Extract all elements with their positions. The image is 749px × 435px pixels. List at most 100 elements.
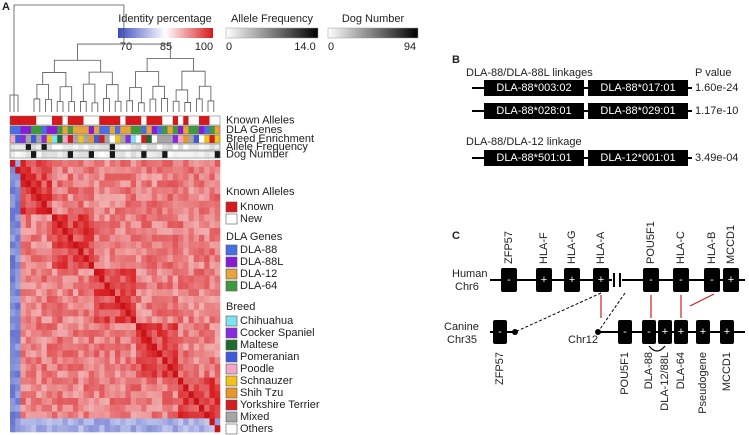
heatmap-cell <box>151 214 158 222</box>
heatmap-cell <box>88 173 95 181</box>
heatmap-cell <box>209 200 216 208</box>
heatmap-cell <box>167 289 174 297</box>
heatmap-cell <box>83 289 90 297</box>
ortholog-link <box>689 293 715 307</box>
track-label: Known Alleles <box>226 114 295 126</box>
heatmap-cell <box>141 364 147 372</box>
heatmap-cell <box>115 234 121 242</box>
heatmap-cell <box>62 398 69 406</box>
heatmap-cell <box>183 228 189 236</box>
heatmap-cell <box>25 228 32 236</box>
heatmap-cell <box>52 275 58 283</box>
heatmap-cell <box>199 221 205 229</box>
heatmap-cell <box>46 228 53 236</box>
track-border <box>9 150 221 159</box>
heatmap-cell <box>157 207 163 215</box>
heatmap-cell <box>109 234 116 242</box>
track-cell <box>88 135 95 143</box>
track-cell <box>57 144 63 150</box>
heatmap-cell <box>31 194 37 202</box>
track-cell <box>25 116 32 125</box>
heatmap-cell <box>83 241 90 249</box>
track-cell <box>57 151 63 158</box>
heatmap-cell <box>193 302 200 310</box>
track-cell <box>67 144 74 150</box>
heatmap-cell <box>67 268 74 276</box>
heatmap-cell <box>15 248 21 256</box>
gene-box <box>704 268 720 292</box>
heatmap-cell <box>15 289 21 297</box>
heatmap-cell <box>36 207 42 215</box>
heatmap-cell <box>73 234 79 242</box>
heatmap-cell <box>88 391 95 399</box>
heatmap-cell <box>204 234 210 242</box>
track-cell <box>125 116 132 125</box>
heatmap-cell <box>130 180 137 188</box>
track-cell <box>41 135 48 143</box>
heatmap-cell <box>15 214 21 222</box>
heatmap-cell <box>109 357 116 365</box>
gene-box <box>493 320 507 344</box>
heatmap-cell <box>136 180 142 188</box>
heatmap-cell <box>130 302 137 310</box>
heatmap-cell <box>57 309 63 317</box>
heatmap-cell <box>88 166 95 174</box>
heatmap-cell <box>52 364 58 372</box>
heatmap-cell <box>15 255 21 263</box>
heatmap-cell <box>62 241 69 249</box>
heatmap-cell <box>172 160 179 168</box>
heatmap-cell <box>146 357 153 365</box>
heatmap-cell <box>214 241 221 249</box>
heatmap-cell <box>109 275 116 283</box>
heatmap-cell <box>36 228 42 236</box>
heatmap-cell <box>199 316 205 324</box>
heatmap-cell <box>41 282 48 290</box>
heatmap-cell <box>188 255 195 263</box>
heatmap-cell <box>209 411 216 419</box>
heatmap-cell <box>167 316 174 324</box>
heatmap-cell <box>46 377 53 385</box>
heatmap-cell <box>83 350 90 358</box>
heatmap-cell <box>78 282 84 290</box>
heatmap-cell <box>172 364 179 372</box>
heatmap-cell <box>209 194 216 202</box>
dendrogram <box>181 70 206 90</box>
heatmap-cell <box>52 221 58 229</box>
heatmap-cell <box>41 330 48 338</box>
heatmap-cell <box>67 391 74 399</box>
heatmap-cell <box>62 200 69 208</box>
heatmap-cell <box>120 262 126 270</box>
track-cell <box>73 144 79 150</box>
heatmap-cell <box>125 234 132 242</box>
heatmap-cell <box>115 330 121 338</box>
legend-swatch <box>225 351 238 363</box>
track-cell <box>15 135 21 143</box>
heatmap-cell <box>214 370 221 378</box>
legend-label: Schnauzer <box>240 375 293 387</box>
heatmap-cell <box>62 330 69 338</box>
heatmap-cell <box>120 411 126 419</box>
heatmap-cell <box>151 262 158 270</box>
heatmap-cell <box>20 364 27 372</box>
legend-label: Yorkshire Terrier <box>240 399 320 411</box>
heatmap-cell <box>167 404 174 412</box>
heatmap-cell <box>88 411 95 419</box>
heatmap-cell <box>183 391 189 399</box>
heatmap-cell <box>115 228 121 236</box>
heatmap-cell <box>193 262 200 270</box>
heatmap-cell <box>41 296 48 304</box>
heatmap-cell <box>146 187 153 195</box>
heatmap-cell <box>115 160 121 168</box>
heatmap-cell <box>15 370 21 378</box>
track-cell <box>15 126 21 134</box>
heatmap-cell <box>78 370 84 378</box>
heatmap-cell <box>172 268 179 276</box>
heatmap-cell <box>41 377 48 385</box>
heatmap-cell <box>157 316 163 324</box>
heatmap-cell <box>199 370 205 378</box>
heatmap-cell <box>141 330 147 338</box>
heatmap-cell <box>20 404 27 412</box>
heatmap-cell <box>193 214 200 222</box>
heatmap-cell <box>94 309 100 317</box>
heatmap-cell <box>162 377 168 385</box>
